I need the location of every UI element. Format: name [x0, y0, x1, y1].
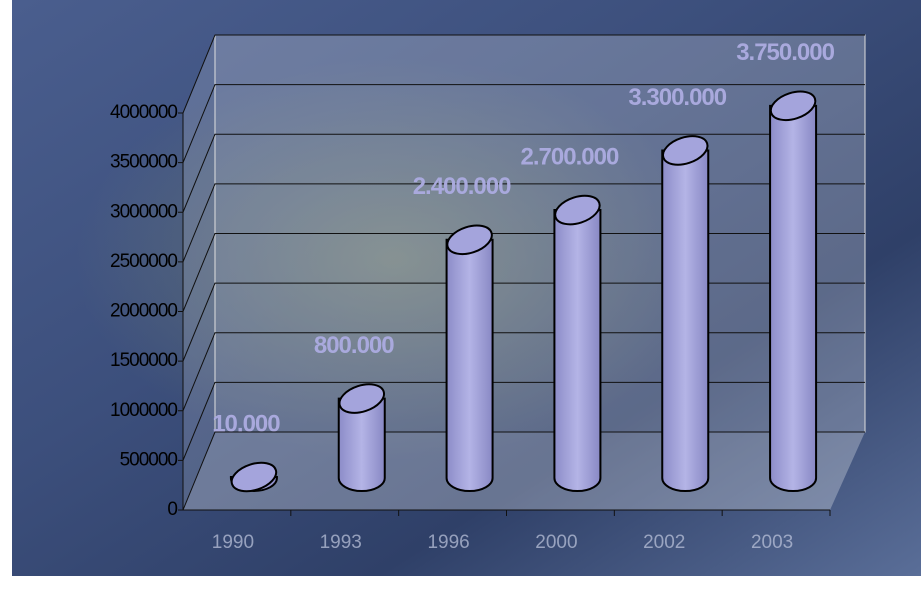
cylinder-cap: [230, 461, 278, 493]
y-tick-label: 1500000: [110, 350, 177, 371]
x-tick-label: 2002: [643, 532, 685, 553]
grid-line: [182, 282, 865, 362]
x-tick-label: 1996: [427, 532, 469, 553]
value-label: 2.700.000: [521, 143, 619, 170]
grid-line: [182, 381, 865, 461]
y-tick-label: 0: [167, 499, 177, 520]
cylinder: [445, 238, 494, 492]
x-tick-label: 1993: [320, 532, 362, 553]
y-tick-label: 3500000: [110, 152, 177, 173]
grid-line: [182, 183, 865, 263]
value-label: 2.400.000: [413, 173, 511, 200]
grid-line: [182, 431, 865, 511]
value-label: 3.750.000: [736, 39, 834, 66]
grid-line: [182, 332, 865, 411]
floor: [183, 432, 865, 510]
x-tick-label: 1990: [212, 532, 254, 553]
cylinder-cap: [554, 194, 601, 226]
grid-line: [182, 34, 865, 114]
value-label: 10.000: [212, 410, 280, 437]
y-tick-label: 2000000: [110, 301, 177, 322]
grid-line: [182, 133, 865, 213]
cylinder-cap: [769, 90, 817, 122]
cylinder: [769, 104, 818, 492]
y-tick-label: 500000: [120, 449, 178, 470]
x-tick-label: 2003: [751, 532, 793, 553]
cylinder: [553, 209, 602, 492]
y-tick-label: 4000000: [110, 102, 177, 123]
value-label: 3.300.000: [628, 84, 726, 111]
y-tick-label: 1000000: [110, 400, 177, 421]
grid-line: [182, 233, 865, 312]
cylinder: [337, 397, 386, 492]
cylinder-cap: [338, 383, 385, 414]
cylinder-cap: [662, 135, 709, 166]
grid-line: [182, 84, 865, 163]
y-tick-label: 2500000: [110, 251, 177, 272]
cylinder-cap: [446, 224, 493, 256]
x-tick-label: 2000: [535, 532, 577, 553]
y-tick-label: 3000000: [110, 201, 177, 222]
cylinder: [661, 149, 710, 492]
value-label: 800.000: [314, 332, 394, 359]
